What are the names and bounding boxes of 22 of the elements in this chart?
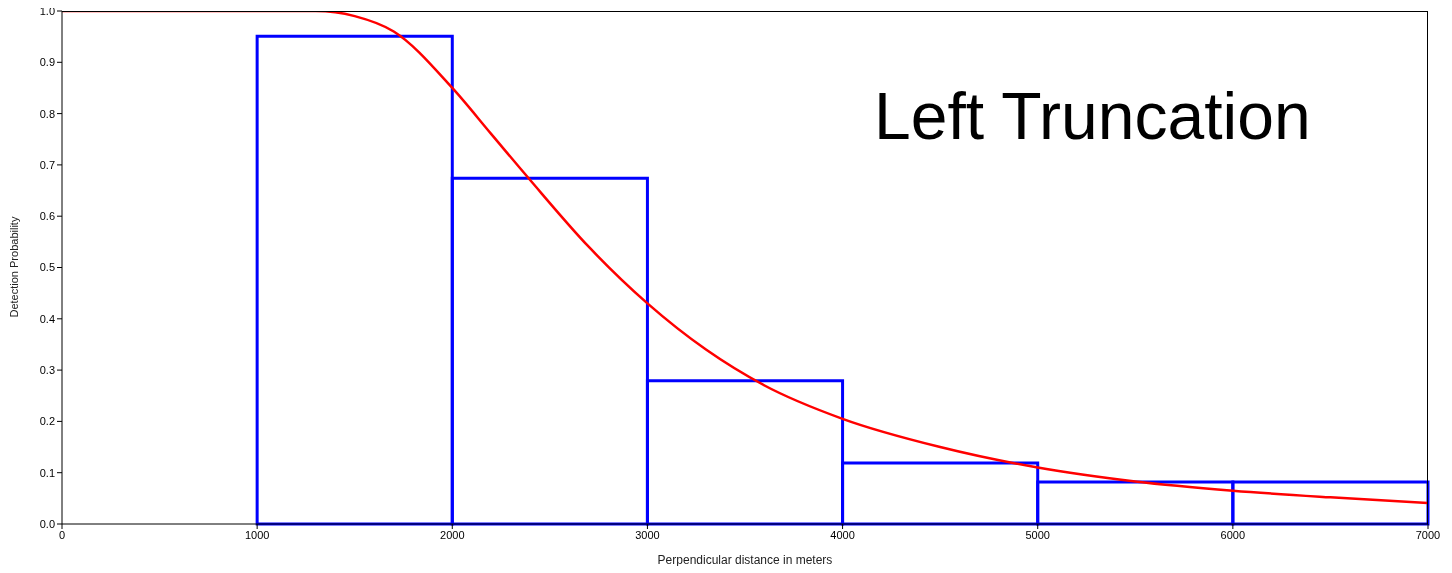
x-tick-label: 2000 xyxy=(440,528,465,541)
y-tick-label: 0.8 xyxy=(39,107,55,120)
x-tick-label: 1000 xyxy=(244,528,270,541)
x-tick-label: 6000 xyxy=(1220,528,1246,541)
x-tick-label: 5000 xyxy=(1025,528,1050,541)
y-tick-label: 0.5 xyxy=(39,261,55,274)
y-tick-label: 0.4 xyxy=(39,312,55,325)
y-tick-label: 0.7 xyxy=(39,158,55,171)
x-tick-label: 3000 xyxy=(635,528,660,541)
x-tick-label: 4000 xyxy=(830,528,855,541)
x-tick-label: 0 xyxy=(58,528,66,541)
y-tick-label: 0.2 xyxy=(39,415,55,428)
y-tick-label: 0.9 xyxy=(39,56,55,69)
y-tick-label: 0.0 xyxy=(39,517,55,530)
y-tick-label: 0.6 xyxy=(39,210,55,223)
x-tick-label: 7000 xyxy=(1415,528,1441,541)
text: Left Truncation xyxy=(874,78,1311,154)
y-axis-title: Detection Probability xyxy=(7,216,20,318)
x-axis-title: Perpendicular distance in meters xyxy=(657,553,833,567)
y-tick-label: 0.1 xyxy=(39,466,55,479)
y-tick-label: 0.3 xyxy=(39,364,55,377)
y-tick-label: 1.0 xyxy=(39,4,55,17)
